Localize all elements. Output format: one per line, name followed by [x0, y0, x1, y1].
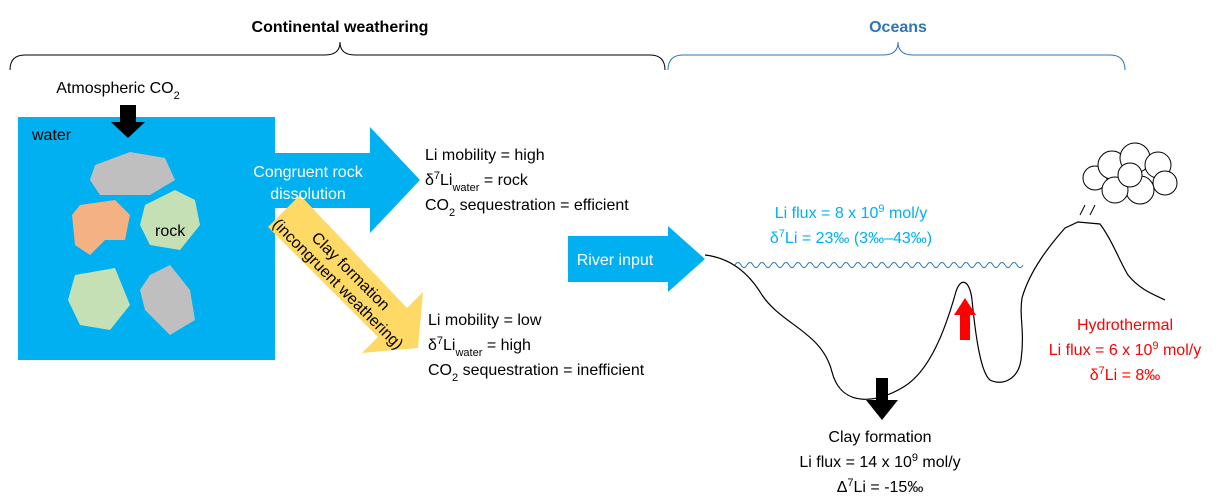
- text-line: Li mobility = low: [428, 312, 542, 329]
- text-part: CO: [425, 197, 449, 214]
- ocean-basin: [704, 221, 1166, 400]
- text-part: Li: [440, 172, 452, 189]
- subscript: water: [454, 347, 482, 359]
- rock-label: rock: [155, 223, 186, 240]
- text-part: Hydrothermal: [1077, 317, 1173, 334]
- text-part: Li flux = 8 x 10: [775, 205, 879, 222]
- river-arrow: [568, 226, 705, 292]
- text-part: River input: [577, 252, 654, 269]
- text-line: Congruent rock: [253, 164, 363, 181]
- text-line: Δ7Li = -15‰: [837, 477, 924, 496]
- eruption-cloud: [1079, 142, 1178, 216]
- text-part: Li mobility = high: [425, 147, 545, 164]
- rock: [140, 190, 200, 250]
- clay-arrow-label: Clay formation(incongruent weathering): [269, 203, 419, 353]
- rock: [90, 152, 175, 195]
- text-line: Li mobility = high: [425, 147, 545, 164]
- superscript: 9: [878, 203, 884, 215]
- atmospheric-co2: Atmospheric CO2: [56, 80, 180, 102]
- text-part: sequestration = inefficient: [458, 362, 645, 379]
- text-part: = high: [482, 337, 530, 354]
- text-line: Li flux = 6 x 109 mol/y: [1049, 340, 1201, 359]
- text-line: δ7Li = 23‰ (3‰–43‰): [770, 228, 932, 247]
- text-part: δ: [425, 172, 434, 189]
- text-part: Atmospheric CO: [56, 80, 173, 97]
- water-surface: [734, 262, 1024, 268]
- clay-result: Li mobility = low δ7Liwater = high CO2 seq…: [428, 312, 645, 384]
- text-line: δ7Liwater = rock: [425, 170, 529, 194]
- superscript: 7: [1099, 365, 1105, 377]
- text-line: δ7Liwater = high: [428, 335, 531, 359]
- text-line: CO2 sequestration = efficient: [425, 197, 629, 219]
- text-part: δ: [770, 230, 779, 247]
- right-brace: [667, 41, 1126, 71]
- text-line: Li flux = 14 x 109 mol/y: [799, 452, 960, 471]
- clay-sink-text: Clay formation Li flux = 14 x 109 mol/y Δ7…: [799, 429, 960, 496]
- superscript: 7: [434, 170, 440, 182]
- left-title: Continental weathering: [252, 19, 429, 36]
- text-part: Li = -15‰: [854, 479, 924, 496]
- text-part: Li mobility = low: [428, 312, 542, 329]
- rock: [72, 200, 130, 255]
- congruent-result: Li mobility = high δ7Liwater = rock CO2 se…: [425, 147, 629, 219]
- text-line: Hydrothermal: [1077, 317, 1173, 334]
- right-title: Oceans: [869, 19, 927, 36]
- clay-arrow: [268, 195, 423, 353]
- rock: [68, 268, 130, 330]
- text-part: Δ: [837, 479, 848, 496]
- river-flux: Li flux = 8 x 109 mol/y δ7Li = 23‰ (3‰–43…: [770, 203, 932, 247]
- text-part: Li flux = 14 x 10: [799, 454, 912, 471]
- co2-arrow: [111, 105, 145, 138]
- subscript: 2: [452, 372, 458, 384]
- clay-sink-arrow: [866, 378, 898, 420]
- rock: [140, 265, 195, 335]
- hydrothermal-text: Hydrothermal Li flux = 6 x 109 mol/y δ7Li …: [1049, 317, 1201, 384]
- text-part: Li = 8‰: [1105, 367, 1161, 384]
- text-part: Li: [443, 337, 455, 354]
- water-label: water: [31, 127, 72, 144]
- text-line: Clay formation: [828, 429, 931, 446]
- superscript: 9: [1152, 340, 1158, 352]
- text-part: mol/y: [885, 205, 928, 222]
- text-part: mol/y: [918, 454, 961, 471]
- text-part: Congruent rock: [253, 164, 363, 181]
- text-part: δ: [428, 337, 437, 354]
- text-part: sequestration = efficient: [455, 197, 629, 214]
- text-line: Li flux = 8 x 109 mol/y: [775, 203, 927, 222]
- text-part: Clay formation: [828, 429, 931, 446]
- subscript: 2: [174, 90, 180, 102]
- superscript: 9: [912, 452, 918, 464]
- text-part: CO: [428, 362, 452, 379]
- subscript: water: [451, 182, 479, 194]
- text-line: CO2 sequestration = inefficient: [428, 362, 645, 384]
- text-part: Li flux = 6 x 10: [1049, 342, 1153, 359]
- congruent-label: Congruent rock dissolution: [253, 164, 363, 203]
- congruent-arrow: [236, 127, 420, 233]
- superscript: 7: [779, 228, 785, 240]
- superscript: 7: [437, 335, 443, 347]
- text-line: River input: [577, 252, 654, 269]
- text-part: dissolution: [270, 186, 346, 203]
- hydrothermal-arrow: [954, 298, 976, 340]
- text-part: mol/y: [1159, 342, 1202, 359]
- superscript: 7: [847, 477, 853, 489]
- text-line: δ7Li = 8‰: [1090, 365, 1161, 384]
- river-input-label: River input: [577, 252, 654, 269]
- subscript: 2: [449, 207, 455, 219]
- text-line: Atmospheric CO2: [56, 80, 180, 102]
- text-part: = rock: [479, 172, 528, 189]
- text-part: Li = 23‰ (3‰–43‰): [785, 230, 932, 247]
- text-part: δ: [1090, 367, 1099, 384]
- text-line: dissolution: [270, 186, 346, 203]
- left-brace: [9, 41, 666, 71]
